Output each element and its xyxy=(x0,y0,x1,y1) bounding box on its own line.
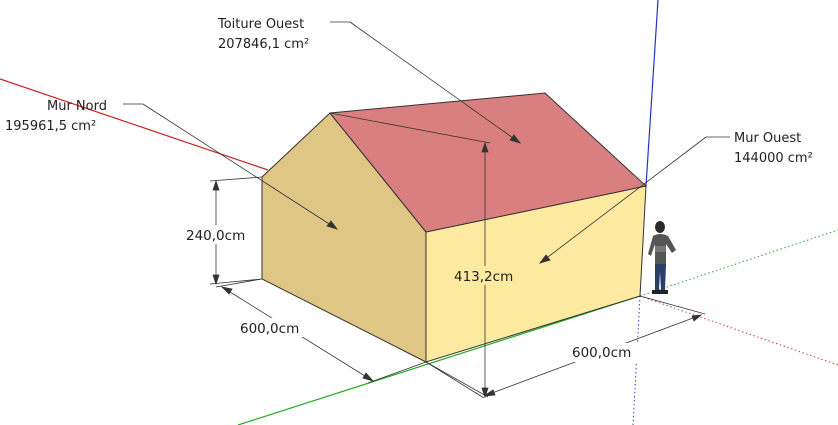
wall-west-name: Mur Ouest xyxy=(734,131,801,146)
wall-north-name: Mur Nord xyxy=(47,99,107,114)
wall-north-area: 195961,5 cm² xyxy=(5,119,96,134)
roof-west-area: 207846,1 cm² xyxy=(218,37,309,52)
red-axis-dotted xyxy=(639,295,838,366)
leader-roof-west xyxy=(330,21,522,144)
blue-axis xyxy=(645,0,659,187)
red-axis xyxy=(0,78,269,171)
length-label: 600,0cm xyxy=(240,321,299,337)
ridge-height-label: 413,2cm xyxy=(454,269,513,285)
scale-figure-person-icon[interactable] xyxy=(648,221,676,294)
width-label: 600,0cm xyxy=(572,345,631,361)
wall-height-label: 240,0cm xyxy=(186,228,245,244)
green-axis xyxy=(237,295,641,425)
green-axis-dotted xyxy=(639,229,838,297)
leader-wall-north xyxy=(123,103,339,230)
leader-wall-west xyxy=(538,136,730,264)
wall-west-area: 144000 cm² xyxy=(734,151,813,166)
roof-west-name: Toiture Ouest xyxy=(217,17,304,32)
